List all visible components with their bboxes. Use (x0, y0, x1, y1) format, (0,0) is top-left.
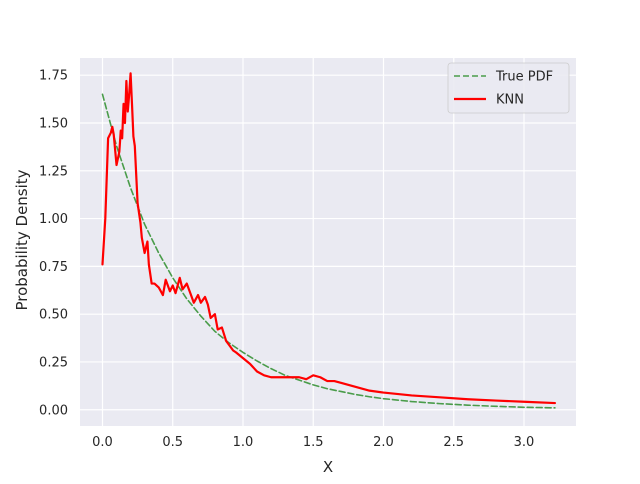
y-tick-label: 1.00 (39, 212, 68, 227)
y-tick-label: 1.25 (39, 164, 68, 179)
x-tick-label: 1.0 (233, 435, 254, 450)
y-tick-label: 0.75 (39, 260, 68, 275)
tick-labels: 0.0 0.5 1.0 1.5 2.0 2.5 3.0 0.00 0.25 0.50 0.75 1.0… (39, 69, 534, 450)
x-tick-label: 0.5 (162, 435, 183, 450)
x-axis-label: X (323, 458, 333, 476)
y-axis-label: Probability Density (13, 169, 31, 310)
y-tick-label: 1.50 (39, 116, 68, 131)
y-tick-label: 1.75 (39, 69, 68, 84)
series-line-knn (101, 72, 557, 405)
legend: True PDF KNN (447, 62, 570, 114)
x-tick-label: 2.5 (443, 435, 464, 450)
grid-lines (80, 58, 576, 426)
y-tick-label: 0.25 (39, 355, 68, 370)
x-tick-label: 1.5 (303, 435, 324, 450)
y-tick-label: 0.00 (39, 403, 68, 418)
legend-label: True PDF (495, 70, 553, 85)
x-tick-label: 0.0 (92, 435, 113, 450)
legend-label: KNN (496, 93, 524, 108)
x-tick-label: 3.0 (514, 435, 535, 450)
y-tick-label: 0.50 (39, 308, 68, 323)
plot-area (80, 58, 576, 426)
x-tick-label: 2.0 (373, 435, 394, 450)
legend-box (447, 62, 570, 114)
series-layer (101, 72, 557, 409)
series-line-true-pdf (101, 93, 556, 409)
